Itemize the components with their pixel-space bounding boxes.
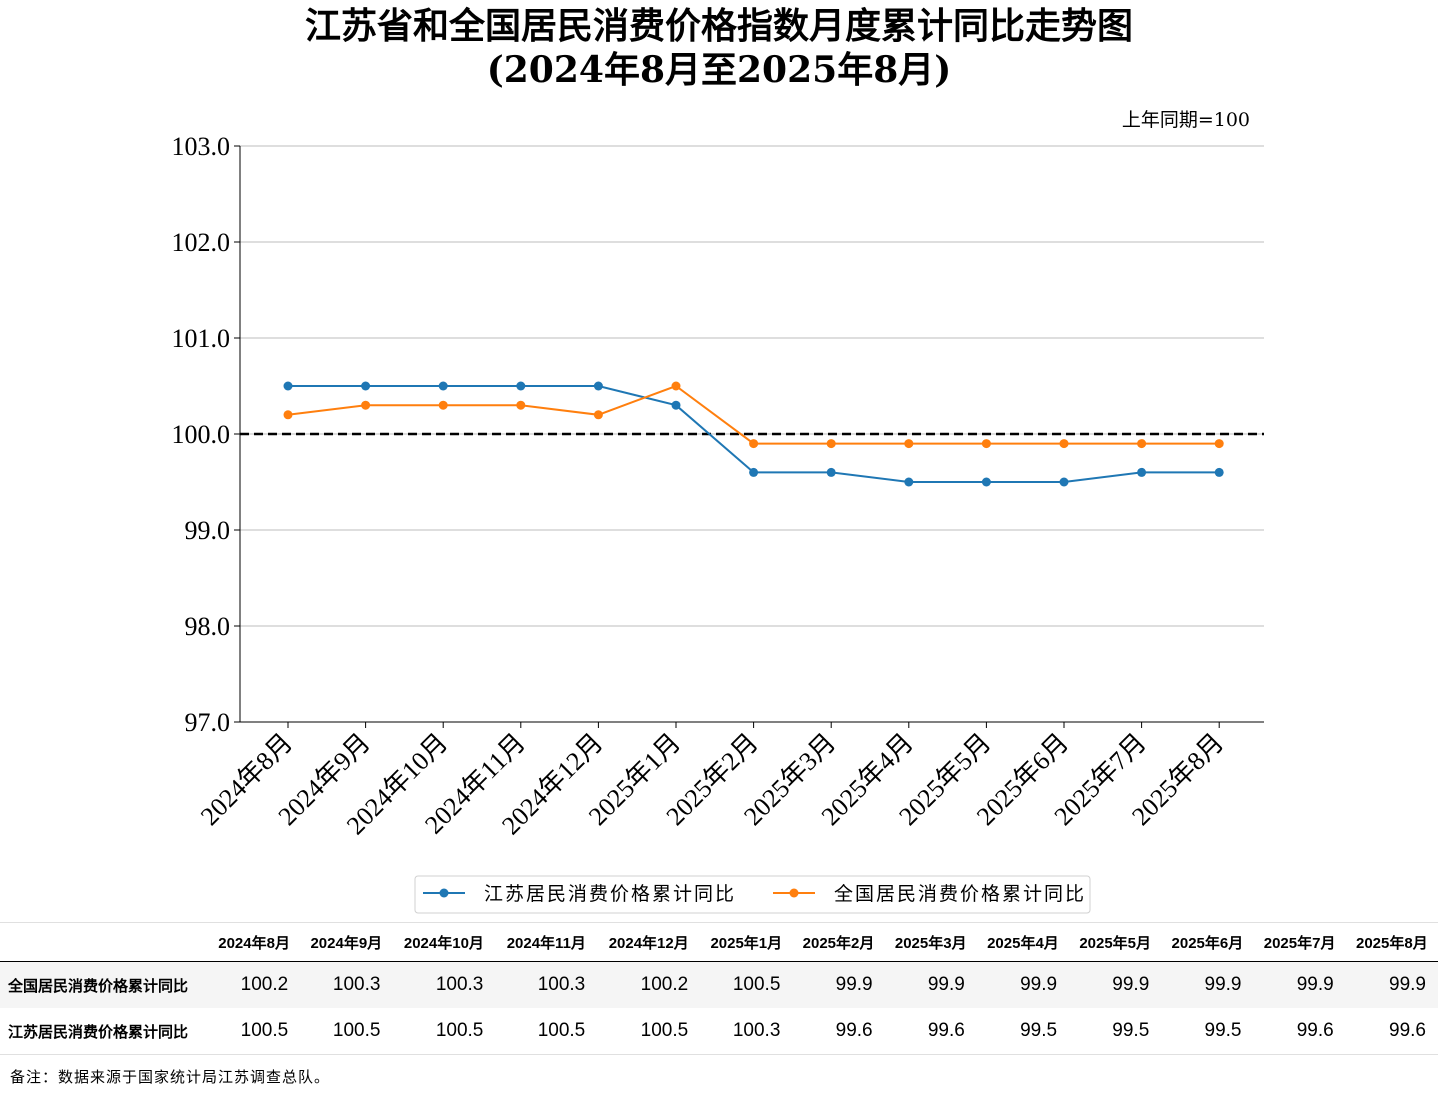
table-cell: 100.5 — [392, 1008, 496, 1055]
axes — [234, 145, 1264, 728]
table-cell: 99.9 — [884, 961, 977, 1008]
table-col-header: 2024年11月 — [495, 922, 598, 962]
legend-marker-jiangsu — [439, 888, 449, 898]
legend-label-jiangsu: 江苏居民消费价格累计同比 — [484, 883, 736, 905]
table-col-header: 2025年3月 — [884, 922, 977, 962]
table-cell: 100.5 — [300, 1008, 393, 1055]
series-1-point — [1059, 439, 1069, 449]
table-cell: 100.5 — [700, 961, 793, 1008]
series-1-point — [361, 400, 371, 410]
table-col-header: 2025年1月 — [700, 922, 793, 962]
legend-box — [414, 875, 1091, 914]
series-1-point — [981, 439, 991, 449]
series-0-point — [749, 467, 759, 477]
table-col-header: 2025年5月 — [1069, 922, 1162, 962]
series-1-point — [283, 410, 293, 420]
table-col-header: 2024年10月 — [392, 922, 496, 962]
series-1-point — [593, 410, 603, 420]
chart-title: 江苏省和全国居民消费价格指数月度累计同比走势图 — [304, 5, 1133, 47]
series-0-point — [1214, 467, 1224, 477]
series-1-point — [516, 400, 526, 410]
y-tick-labels: 103.0 102.0 101.0 100.0 99.0 98.0 97.0 — [172, 132, 231, 737]
series-1-point — [671, 381, 681, 391]
table-cell: 99.6 — [1253, 1008, 1346, 1055]
table-cell: 100.5 — [208, 1008, 301, 1055]
table-col-header: 2025年4月 — [976, 922, 1070, 962]
table-col-header: 2024年9月 — [300, 922, 393, 962]
table-cell: 100.3 — [700, 1008, 793, 1055]
table-cell: 100.3 — [300, 961, 393, 1008]
table-row-national: 全国居民消费价格累计同比 100.2 100.3 100.3 100.3 100.2 10… — [0, 961, 1438, 1008]
table-col-header: 2025年8月 — [1345, 922, 1438, 962]
table-col-header: 2024年12月 — [597, 922, 701, 962]
series-0-point — [826, 467, 836, 477]
table-corner — [0, 922, 208, 962]
y-tick-label: 101.0 — [172, 324, 231, 353]
table-cell: 99.5 — [976, 1008, 1070, 1055]
series-1-point — [904, 439, 914, 449]
series-1-point — [438, 400, 448, 410]
series-1-point — [749, 439, 759, 449]
table-cell: 100.3 — [392, 961, 496, 1008]
series-1-point — [1137, 439, 1147, 449]
series-0-point — [283, 381, 293, 391]
table-col-header: 2025年7月 — [1253, 922, 1346, 962]
table-cell: 100.2 — [597, 961, 701, 1008]
table-cell: 99.9 — [1253, 961, 1346, 1008]
legend: 江苏居民消费价格累计同比 全国居民消费价格累计同比 — [414, 875, 1091, 914]
x-tick-labels: 2024年8月2024年9月2024年10月2024年11月2024年12月20… — [195, 728, 1229, 840]
series-0-point — [1059, 477, 1069, 487]
table-cell: 99.6 — [884, 1008, 977, 1055]
series-0-point — [438, 381, 448, 391]
y-tick-label: 99.0 — [185, 516, 231, 545]
table-cell: 100.5 — [597, 1008, 701, 1055]
y-tick-label: 103.0 — [172, 132, 231, 161]
series-0-point — [904, 477, 914, 487]
table-col-header: 2025年2月 — [792, 922, 885, 962]
table-cell: 99.5 — [1161, 1008, 1254, 1055]
base-note: 上年同期=100 — [1122, 109, 1250, 131]
table-col-header: 2024年8月 — [208, 922, 301, 962]
y-tick-label: 97.0 — [185, 708, 231, 737]
y-tick-label: 100.0 — [172, 420, 231, 449]
source-note: 备注：数据来源于国家统计局江苏调查总队。 — [10, 1068, 331, 1086]
series-1-point — [826, 439, 836, 449]
table-row-jiangsu: 江苏居民消费价格累计同比 100.5 100.5 100.5 100.5 100.5 10… — [0, 1008, 1438, 1055]
y-tick-label: 98.0 — [185, 612, 231, 641]
series-0-point — [981, 477, 991, 487]
table-cell: 100.5 — [495, 1008, 598, 1055]
table-cell: 99.9 — [976, 961, 1070, 1008]
series-0-point — [671, 400, 681, 410]
series-layer — [283, 381, 1224, 487]
chart-subtitle: (2024年8月至2025年8月) — [486, 49, 952, 91]
series-0-point — [361, 381, 371, 391]
table-cell: 99.9 — [1345, 961, 1438, 1008]
row-label-jiangsu: 江苏居民消费价格累计同比 — [0, 1008, 208, 1055]
table-col-header: 2025年6月 — [1161, 922, 1254, 962]
series-1-point — [1214, 439, 1224, 449]
table-cell: 99.9 — [1069, 961, 1162, 1008]
table-cell: 100.2 — [208, 961, 301, 1008]
data-table: 2024年8月 2024年9月 2024年10月 2024年11月 2024年12月 20… — [0, 922, 1438, 1055]
series-0-point — [516, 381, 526, 391]
table-cell: 99.9 — [792, 961, 885, 1008]
table-cell: 99.5 — [1069, 1008, 1162, 1055]
table-cell: 99.6 — [792, 1008, 885, 1055]
table-header-row: 2024年8月 2024年9月 2024年10月 2024年11月 2024年12月 20… — [0, 922, 1438, 962]
table-cell: 100.3 — [495, 961, 598, 1008]
y-tick-label: 102.0 — [172, 228, 231, 257]
series-0-point — [1137, 467, 1147, 477]
line-chart: 103.0 102.0 101.0 100.0 99.0 98.0 97.0 2024年8月… — [172, 109, 1264, 914]
table-cell: 99.6 — [1345, 1008, 1438, 1055]
row-label-national: 全国居民消费价格累计同比 — [0, 961, 208, 1008]
legend-label-national: 全国居民消费价格累计同比 — [834, 883, 1086, 905]
series-0-point — [593, 381, 603, 391]
legend-marker-national — [789, 888, 799, 898]
table-cell: 99.9 — [1161, 961, 1254, 1008]
